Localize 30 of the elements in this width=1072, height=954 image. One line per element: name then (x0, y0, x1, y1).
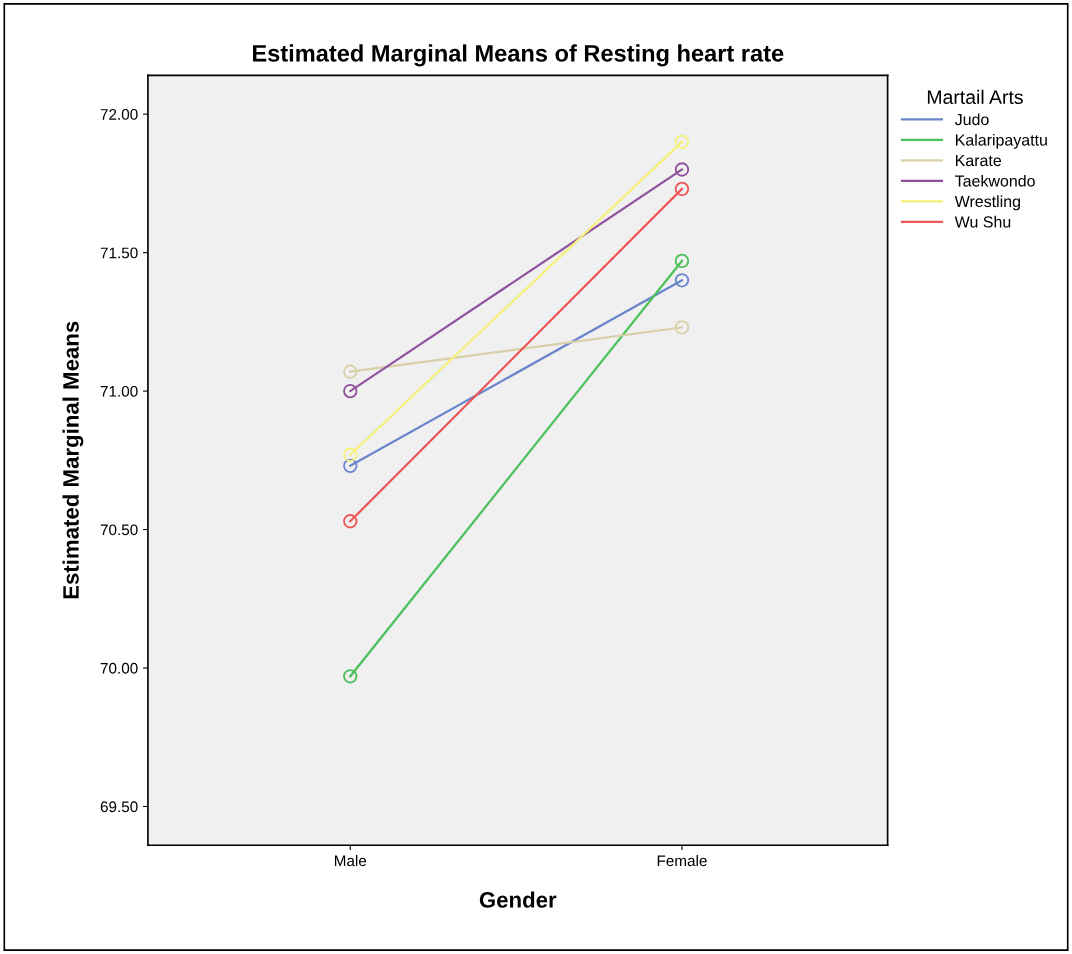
y-tick-label: 72.00 (100, 109, 138, 120)
point (674, 162, 690, 177)
point (343, 669, 358, 684)
point (674, 181, 690, 197)
point (343, 514, 358, 529)
y-axis-title: Estimated Marginal Means (62, 321, 84, 599)
x-tick-label: Male (334, 854, 367, 867)
legend-label: Wrestling (954, 195, 1020, 211)
y-tick-label: 71.50 (100, 247, 138, 259)
legend-title: Martail Arts (927, 89, 1023, 105)
x-axis-title: Gender (479, 891, 557, 908)
point (343, 383, 358, 399)
chart-title: Estimated Marginal Means of Resting heart rate (253, 44, 784, 67)
point (674, 134, 690, 149)
legend-label: Kalaripayattu (956, 133, 1047, 149)
y-tick-label: 69.50 (100, 801, 138, 813)
point (343, 447, 358, 462)
point (674, 273, 690, 288)
y-tick-label: 70.00 (100, 662, 138, 674)
point (674, 320, 690, 335)
point (343, 458, 358, 473)
legend-label: Wu Shu (954, 215, 1011, 228)
y-tick-label: 71.00 (100, 385, 138, 397)
point (343, 364, 358, 379)
legend-label: Judo (954, 113, 989, 126)
legend-label: Taekwondo (955, 174, 1035, 187)
point (674, 253, 690, 269)
x-tick-label: Female (657, 854, 707, 867)
y-tick-label: 70.50 (100, 524, 138, 536)
legend-label: Karate (956, 155, 1002, 167)
